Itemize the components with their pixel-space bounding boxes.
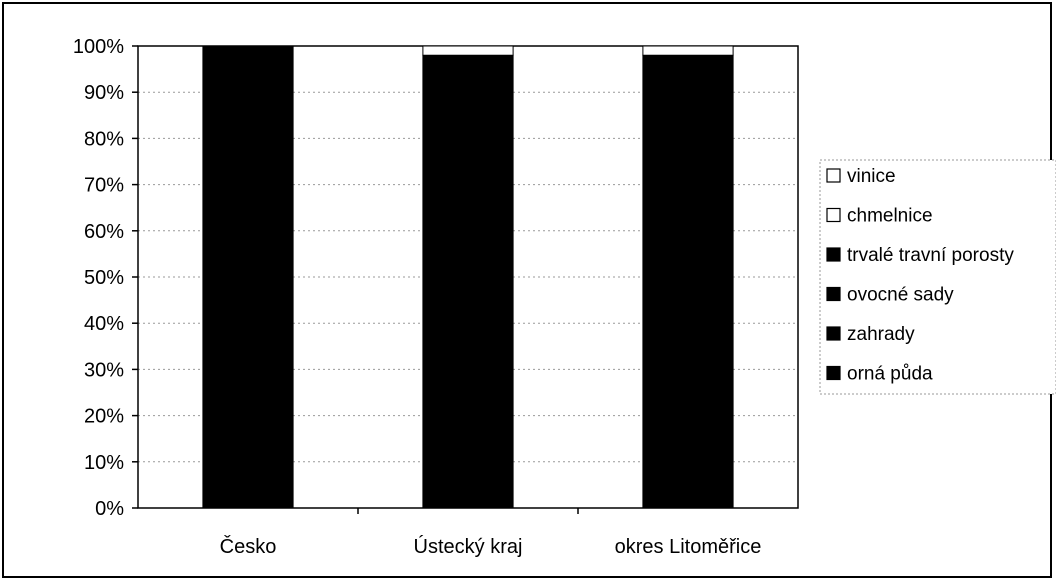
bar-segment <box>422 45 514 56</box>
legend-label: trvalé travní porosty <box>847 245 1014 266</box>
y-tick-label: 30% <box>84 359 124 381</box>
y-tick-label: 20% <box>84 406 124 428</box>
legend-swatch <box>826 207 841 223</box>
legend: vinice chmelnice trvalé travní porosty ovoc… <box>819 159 1056 395</box>
y-tick-label: 100% <box>73 36 124 58</box>
legend-swatch <box>826 365 841 381</box>
y-tick-label: 80% <box>84 128 124 150</box>
legend-box <box>819 159 1056 395</box>
y-tick-label: 10% <box>84 452 124 474</box>
legend-label: vinice <box>847 166 896 187</box>
y-tick-label: 60% <box>84 221 124 243</box>
y-tick-label: 90% <box>84 82 124 104</box>
legend-label: zahrady <box>847 324 915 345</box>
x-axis: Česko Ústecký kraj okres Litoměřice <box>220 508 762 558</box>
legend-label: orná půda <box>847 364 933 385</box>
legend-swatch <box>826 168 841 183</box>
y-tick-label: 0% <box>95 498 124 520</box>
legend-swatch <box>826 326 841 341</box>
bar-segment <box>642 54 734 509</box>
y-axis: 0% 10% 20% 30% 40% 50% 60% 70% 80% 90% 100% <box>73 36 138 520</box>
x-tick-label: Ústecký kraj <box>414 535 523 558</box>
legend-swatch <box>826 286 841 302</box>
bar-segment <box>642 45 734 56</box>
bars <box>202 45 734 509</box>
x-tick-label: okres Litoměřice <box>615 536 762 558</box>
bar-segment <box>202 45 294 509</box>
x-tick-label: Česko <box>220 535 277 558</box>
y-tick-label: 40% <box>84 313 124 335</box>
bar-segment <box>422 54 514 509</box>
y-tick-label: 70% <box>84 175 124 197</box>
legend-label: ovocné sady <box>847 285 954 306</box>
y-tick-label: 50% <box>84 267 124 289</box>
legend-swatch <box>826 247 841 262</box>
legend-label: chmelnice <box>847 206 933 227</box>
